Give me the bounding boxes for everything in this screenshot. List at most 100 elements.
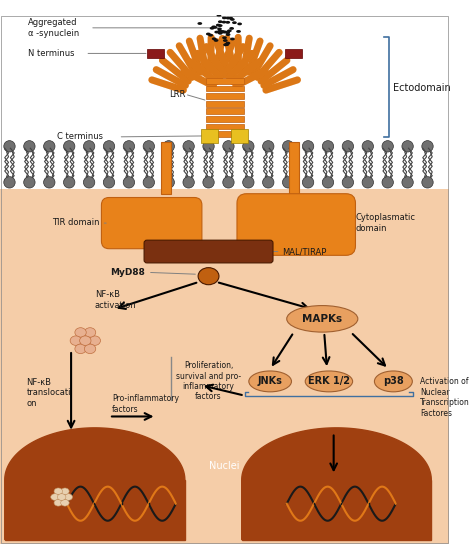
Ellipse shape [61, 500, 69, 506]
Ellipse shape [123, 177, 135, 188]
Ellipse shape [75, 344, 86, 354]
Ellipse shape [183, 141, 194, 152]
Ellipse shape [225, 31, 230, 34]
Text: MAL/TIRAP: MAL/TIRAP [283, 248, 327, 257]
Ellipse shape [243, 177, 254, 188]
Text: N terminus: N terminus [28, 49, 75, 58]
Bar [206, 101, 244, 107]
Text: p38: p38 [383, 376, 404, 386]
Text: JNKs: JNKs [258, 376, 283, 386]
Ellipse shape [226, 17, 230, 20]
Ellipse shape [222, 21, 227, 23]
Ellipse shape [227, 30, 232, 32]
Bar [0, 189, 449, 544]
Text: C terminus: C terminus [57, 132, 103, 141]
Text: MAPKs: MAPKs [302, 314, 342, 324]
Ellipse shape [382, 141, 393, 152]
Bar [289, 141, 299, 194]
Ellipse shape [44, 177, 55, 188]
Ellipse shape [24, 141, 35, 152]
Ellipse shape [220, 30, 225, 33]
Ellipse shape [374, 371, 412, 392]
Ellipse shape [322, 177, 334, 188]
Ellipse shape [210, 27, 214, 30]
Ellipse shape [226, 33, 230, 36]
Ellipse shape [217, 15, 221, 17]
Bar [206, 116, 244, 122]
Ellipse shape [24, 177, 35, 188]
Ellipse shape [302, 141, 314, 152]
Ellipse shape [163, 141, 174, 152]
Ellipse shape [226, 42, 230, 45]
Ellipse shape [198, 22, 202, 25]
Ellipse shape [84, 344, 96, 354]
Text: Proliferation,
survival and pro-
inflammatory
factors: Proliferation, survival and pro- inflamm… [176, 361, 241, 401]
Ellipse shape [103, 177, 115, 188]
FancyBboxPatch shape [237, 194, 356, 255]
Ellipse shape [217, 27, 222, 30]
Ellipse shape [223, 39, 228, 42]
Ellipse shape [223, 177, 234, 188]
Ellipse shape [422, 177, 433, 188]
Ellipse shape [223, 31, 228, 34]
Bar [206, 131, 244, 137]
Ellipse shape [51, 494, 59, 500]
Text: ERK 1/2: ERK 1/2 [308, 376, 350, 386]
Ellipse shape [249, 371, 292, 392]
Ellipse shape [362, 177, 374, 188]
Text: TIR domain: TIR domain [52, 217, 100, 226]
Ellipse shape [322, 141, 334, 152]
Ellipse shape [163, 177, 174, 188]
Ellipse shape [224, 43, 229, 46]
Text: NF-κB
translocati
on: NF-κB translocati on [27, 378, 71, 408]
Ellipse shape [203, 177, 214, 188]
Text: LRR: LRR [169, 89, 185, 99]
Ellipse shape [211, 26, 216, 29]
Ellipse shape [223, 44, 228, 46]
Polygon shape [5, 480, 185, 539]
Polygon shape [242, 428, 431, 539]
Ellipse shape [4, 177, 15, 188]
Ellipse shape [89, 336, 100, 345]
Ellipse shape [305, 371, 353, 392]
Ellipse shape [225, 43, 229, 46]
Bar [206, 78, 244, 84]
Ellipse shape [243, 141, 254, 152]
Ellipse shape [237, 22, 242, 25]
Ellipse shape [61, 488, 69, 495]
Ellipse shape [221, 31, 226, 34]
Ellipse shape [216, 23, 220, 26]
Ellipse shape [103, 141, 115, 152]
Ellipse shape [218, 24, 223, 27]
Ellipse shape [83, 177, 95, 188]
Bar [206, 86, 244, 91]
Ellipse shape [198, 268, 219, 285]
Ellipse shape [64, 177, 75, 188]
Ellipse shape [84, 328, 96, 337]
Ellipse shape [4, 141, 15, 152]
Polygon shape [242, 480, 431, 539]
Ellipse shape [230, 37, 235, 40]
Ellipse shape [362, 141, 374, 152]
Ellipse shape [402, 177, 413, 188]
Ellipse shape [83, 141, 95, 152]
Ellipse shape [342, 177, 354, 188]
Ellipse shape [218, 30, 222, 32]
Ellipse shape [80, 336, 91, 345]
Ellipse shape [54, 500, 63, 506]
Ellipse shape [222, 16, 227, 19]
Ellipse shape [302, 177, 314, 188]
Text: NF-κB
activation: NF-κB activation [95, 290, 137, 310]
FancyBboxPatch shape [144, 240, 273, 263]
Ellipse shape [230, 18, 235, 21]
Ellipse shape [213, 26, 218, 29]
Bar [161, 141, 171, 194]
Ellipse shape [206, 32, 210, 35]
Ellipse shape [57, 494, 66, 500]
Text: Cytoplasmatic
domain: Cytoplasmatic domain [356, 214, 416, 233]
Bar [285, 49, 302, 58]
Ellipse shape [283, 177, 294, 188]
Ellipse shape [214, 31, 219, 34]
Ellipse shape [422, 141, 433, 152]
Ellipse shape [402, 141, 413, 152]
